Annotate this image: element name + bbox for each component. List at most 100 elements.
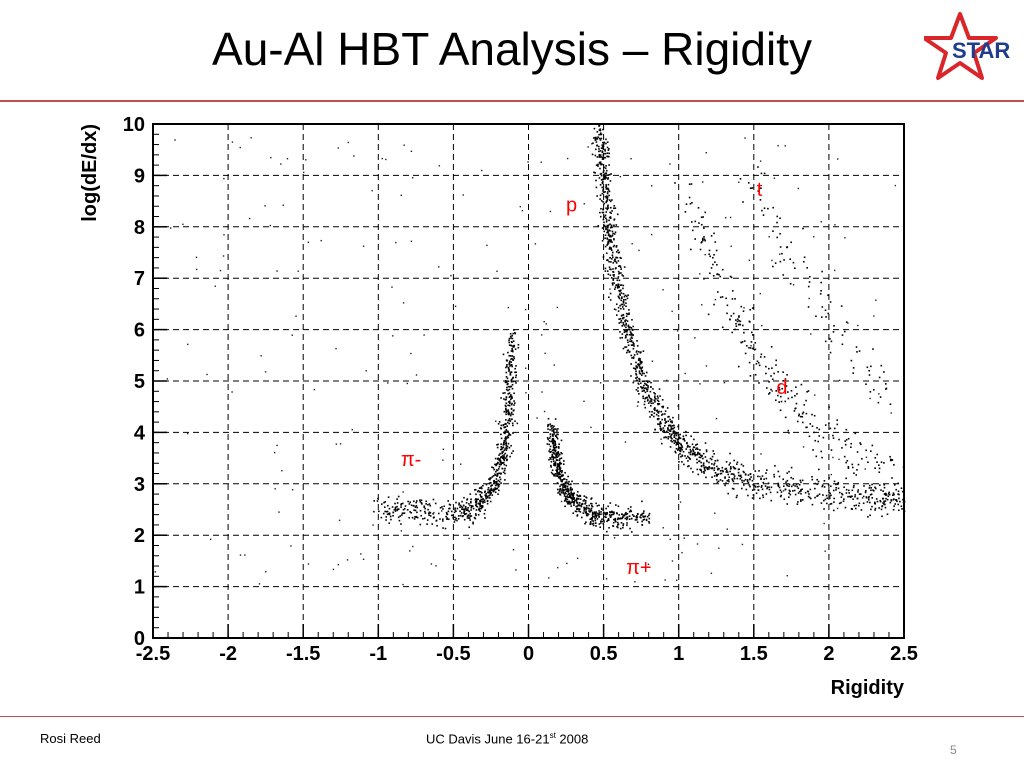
scatter-point-2: [770, 486, 773, 489]
scatter-point-0: [419, 523, 422, 526]
scatter-point-2: [743, 471, 745, 474]
scatter-point-2: [727, 479, 730, 481]
scatter-point-2: [632, 356, 635, 358]
background-point: [223, 234, 225, 236]
scatter-point-3: [694, 238, 697, 240]
scatter-point-0: [462, 504, 465, 507]
scatter-point-2: [675, 443, 678, 446]
background-point: [276, 444, 278, 447]
scatter-point-2: [608, 266, 611, 269]
scatter-point-2: [630, 334, 632, 336]
scatter-point-0: [465, 512, 468, 515]
scatter-point-1: [641, 524, 643, 526]
background-point: [566, 562, 568, 565]
scatter-point-1: [548, 450, 550, 452]
scatter-point-2: [875, 498, 878, 500]
scatter-point-1: [606, 520, 608, 523]
scatter-point-2: [680, 445, 683, 447]
scatter-point-2: [622, 347, 625, 350]
scatter-point-0: [489, 477, 492, 479]
scatter-point-2: [742, 465, 745, 467]
scatter-point-0: [475, 514, 477, 517]
scatter-point-2: [605, 219, 608, 221]
scatter-point-2: [665, 421, 668, 423]
background-point: [403, 144, 405, 146]
scatter-point-3: [726, 304, 729, 307]
scatter-point-3: [721, 326, 724, 329]
scatter-point-2: [640, 386, 642, 388]
scatter-point-1: [568, 493, 570, 495]
scatter-point-0: [445, 511, 448, 514]
scatter-point-2: [667, 416, 669, 418]
scatter-point-0: [500, 437, 503, 440]
scatter-point-3: [807, 390, 810, 392]
scatter-point-3: [781, 387, 783, 390]
scatter-point-2: [761, 488, 764, 491]
scatter-point-2: [862, 502, 865, 505]
scatter-point-1: [558, 459, 561, 462]
scatter-point-0: [500, 424, 503, 427]
background-point: [671, 560, 674, 562]
scatter-point-2: [874, 509, 876, 511]
scatter-point-4: [808, 281, 811, 283]
scatter-point-1: [584, 522, 586, 525]
scatter-point-1: [591, 515, 594, 518]
scatter-point-0: [501, 461, 503, 464]
scatter-point-2: [762, 481, 765, 484]
scatter-point-0: [403, 512, 406, 514]
scatter-point-0: [439, 518, 441, 520]
scatter-point-3: [739, 323, 742, 326]
scatter-point-2: [600, 207, 602, 210]
scatter-point-2: [671, 440, 673, 443]
scatter-point-2: [678, 461, 680, 463]
scatter-point-2: [602, 145, 605, 147]
scatter-point-1: [598, 513, 600, 516]
scatter-point-4: [802, 227, 804, 230]
background-point: [338, 519, 341, 522]
scatter-point-1: [604, 515, 606, 518]
scatter-point-3: [855, 474, 858, 476]
scatter-point-0: [513, 404, 515, 406]
background-point: [543, 410, 546, 413]
scatter-point-1: [554, 434, 557, 437]
scatter-point-1: [552, 455, 554, 458]
scatter-point-2: [625, 312, 628, 315]
scatter-point-2: [610, 261, 612, 263]
x-tick-label: -1: [369, 643, 387, 665]
scatter-point-1: [553, 475, 555, 477]
scatter-point-2: [663, 429, 665, 432]
scatter-point-4: [802, 260, 805, 263]
scatter-point-2: [601, 182, 604, 185]
scatter-point-2: [705, 450, 708, 453]
scatter-point-0: [468, 515, 470, 517]
scatter-point-1: [619, 527, 622, 530]
scatter-point-2: [626, 297, 629, 300]
scatter-point-3: [803, 404, 806, 406]
scatter-point-0: [505, 458, 508, 461]
background-point: [865, 456, 868, 459]
scatter-point-2: [826, 502, 828, 505]
scatter-point-3: [718, 273, 720, 276]
scatter-point-1: [547, 425, 549, 428]
scatter-point-2: [627, 324, 630, 327]
scatter-point-2: [607, 188, 609, 190]
background-point: [583, 400, 585, 403]
scatter-point-0: [510, 395, 513, 398]
scatter-point-2: [669, 430, 672, 433]
scatter-point-0: [420, 501, 423, 504]
scatter-point-4: [807, 285, 810, 288]
scatter-point-1: [567, 491, 570, 493]
scatter-point-3: [878, 467, 881, 470]
scatter-point-1: [567, 475, 569, 478]
scatter-point-2: [646, 399, 649, 402]
scatter-point-0: [500, 448, 503, 451]
scatter-point-2: [863, 485, 865, 487]
scatter-point-0: [483, 512, 486, 515]
scatter-point-0: [507, 409, 510, 411]
scatter-point-2: [602, 171, 605, 173]
scatter-point-2: [845, 488, 848, 491]
scatter-point-2: [870, 508, 872, 511]
scatter-point-2: [677, 441, 679, 444]
scatter-point-1: [585, 511, 588, 514]
scatter-point-0: [475, 500, 477, 503]
